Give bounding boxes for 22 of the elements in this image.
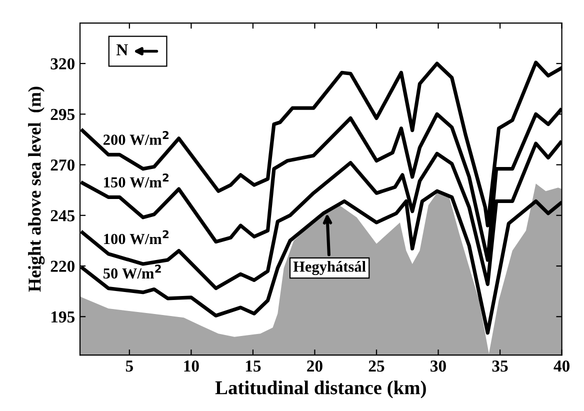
x-tick-label: 5 (126, 360, 133, 372)
y-tick-label: 295 (50, 108, 75, 120)
x-axis-title: Latitudinal distance (km) (215, 380, 426, 398)
x-tick-label: 20 (307, 360, 322, 372)
x-tick-label: 30 (430, 360, 446, 372)
series-label: 200 W/m$^{2}$ (104, 131, 169, 146)
x-tick-label: 10 (184, 360, 199, 372)
y-tick-label: 320 (50, 58, 75, 70)
annotation: N (116, 44, 128, 56)
series-label: 50 W/m$^{2}$ (103, 264, 161, 279)
y-axis-title: Height above sea level (m) (28, 86, 45, 292)
series-label: 100 W/m$^{2}$ (104, 230, 169, 244)
x-tick-label: 15 (246, 360, 261, 372)
annotation: Hegyhátsál (293, 261, 366, 276)
y-tick-label: 195 (51, 311, 75, 323)
y-tick-label: 245 (50, 210, 75, 222)
y-tick-label: 270 (50, 159, 75, 171)
x-tick-label: 25 (368, 360, 384, 372)
x-tick-label: 40 (554, 360, 570, 372)
x-tick-label: 35 (492, 360, 508, 372)
y-tick-label: 220 (50, 260, 75, 272)
series-label: 150 W/m$^{2}$ (104, 174, 169, 188)
